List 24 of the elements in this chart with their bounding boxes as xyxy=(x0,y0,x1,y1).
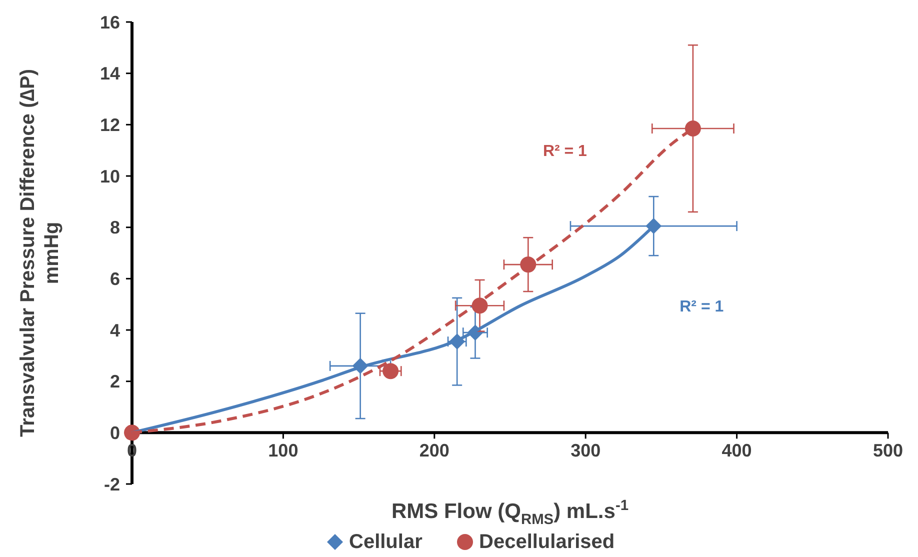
y-tick-label: 16 xyxy=(100,12,120,32)
y-tick-label: 14 xyxy=(100,64,120,84)
legend-label: Cellular xyxy=(349,531,423,553)
x-axis-title: RMS Flow (Q$_{RMS}$) mL.s$^{-1}$ xyxy=(391,498,629,528)
annotation: R² = 1 xyxy=(680,298,724,316)
point xyxy=(684,120,701,137)
x-tick-label: 200 xyxy=(419,440,450,461)
point xyxy=(382,363,399,380)
point xyxy=(124,424,140,441)
y-tick-label: 0 xyxy=(110,422,120,443)
x-tick-label: 300 xyxy=(570,440,601,461)
annotation: R² = 1 xyxy=(542,143,588,160)
y-tick-label: 2 xyxy=(110,372,120,392)
y-tick-label: 6 xyxy=(110,268,120,289)
x-tick-label: 500 xyxy=(872,440,904,461)
y-tick-label: -2 xyxy=(104,474,120,494)
y-tick-label: 8 xyxy=(110,218,120,238)
y-axis-title: Transvalvular Pressure Difference (∆P) mmHg xyxy=(17,69,63,437)
x-tick-label: 400 xyxy=(722,440,752,461)
y-tick-label: 10 xyxy=(100,166,120,186)
y-tick-label: 12 xyxy=(100,114,120,135)
x-tick-label: 100 xyxy=(268,440,298,461)
legend-label: Decellularised xyxy=(479,531,615,553)
y-tick-label: 4 xyxy=(110,320,120,340)
